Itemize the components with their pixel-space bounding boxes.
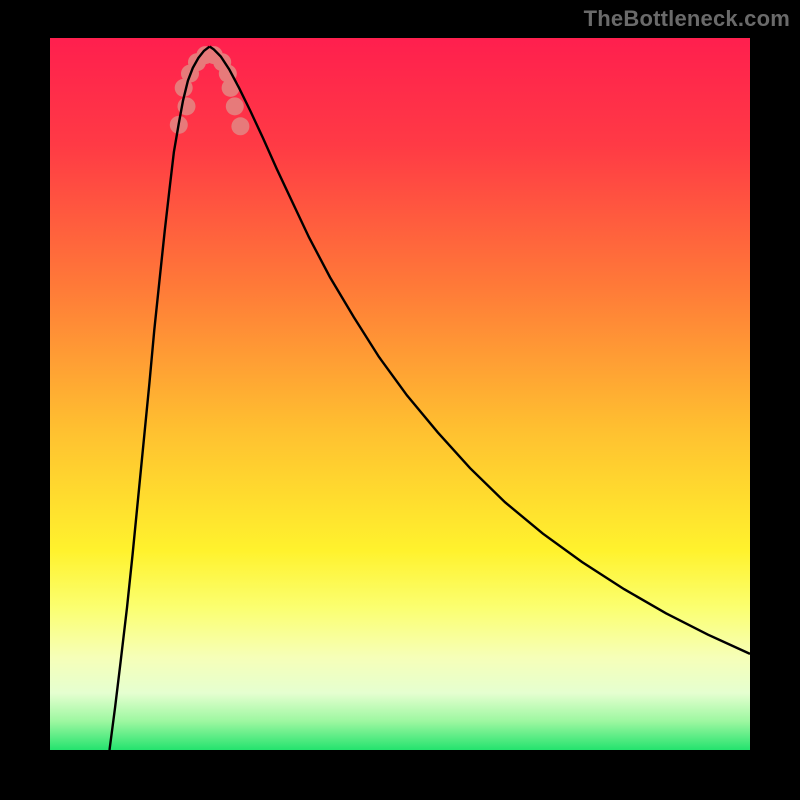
chart-frame: TheBottleneck.com	[0, 0, 800, 800]
plot-area	[50, 38, 750, 750]
dot	[231, 117, 249, 135]
bottleneck-curve	[50, 38, 750, 750]
curve-left-branch	[110, 47, 210, 750]
watermark-text: TheBottleneck.com	[584, 6, 790, 32]
curve-right-branch	[210, 47, 750, 654]
dot-cluster	[170, 46, 250, 135]
dot	[226, 97, 244, 115]
